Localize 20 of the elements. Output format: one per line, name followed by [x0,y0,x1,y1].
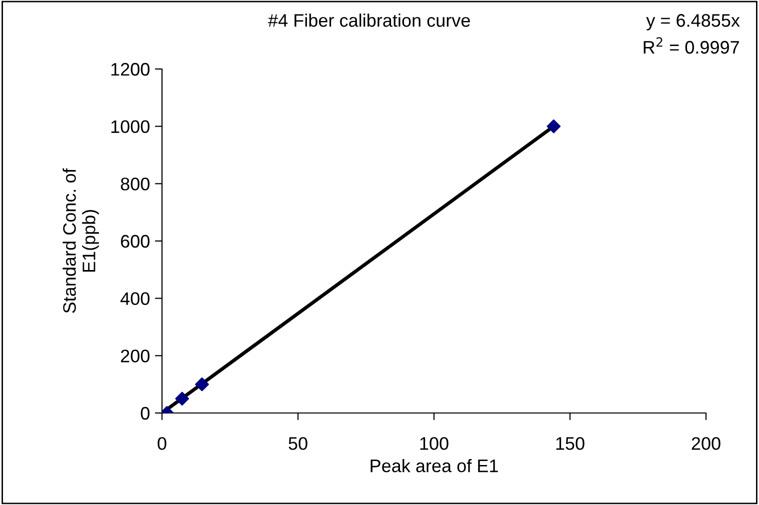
x-tick-label: 0 [158,437,166,450]
chart-title: #4 Fiber calibration curve [268,14,470,27]
text: y = 6.4855x [646,14,740,30]
y-axis-title: Standard Conc. of E1(ppb) [62,168,99,313]
y-tick-label: 1200 [111,62,150,76]
y-tick-label: 600 [120,234,150,248]
x-tick-label: 100 [420,437,448,450]
point [195,377,209,392]
x-tick-label: 150 [556,437,584,450]
text: R$^{2}$ = 0.9997 [644,37,739,54]
y-tick-label: 400 [120,292,150,306]
y-tick-label: 200 [120,350,150,362]
x-tick-label: 50 [288,437,308,450]
point [546,119,561,134]
y-tick-label: 0 [140,406,150,420]
y-tick-label: 800 [120,178,150,190]
y-tick-label: 1000 [111,120,150,134]
point [175,392,190,406]
x-axis-title: Peak area of E1 [370,459,498,472]
x-tick-label: 200 [692,437,720,450]
